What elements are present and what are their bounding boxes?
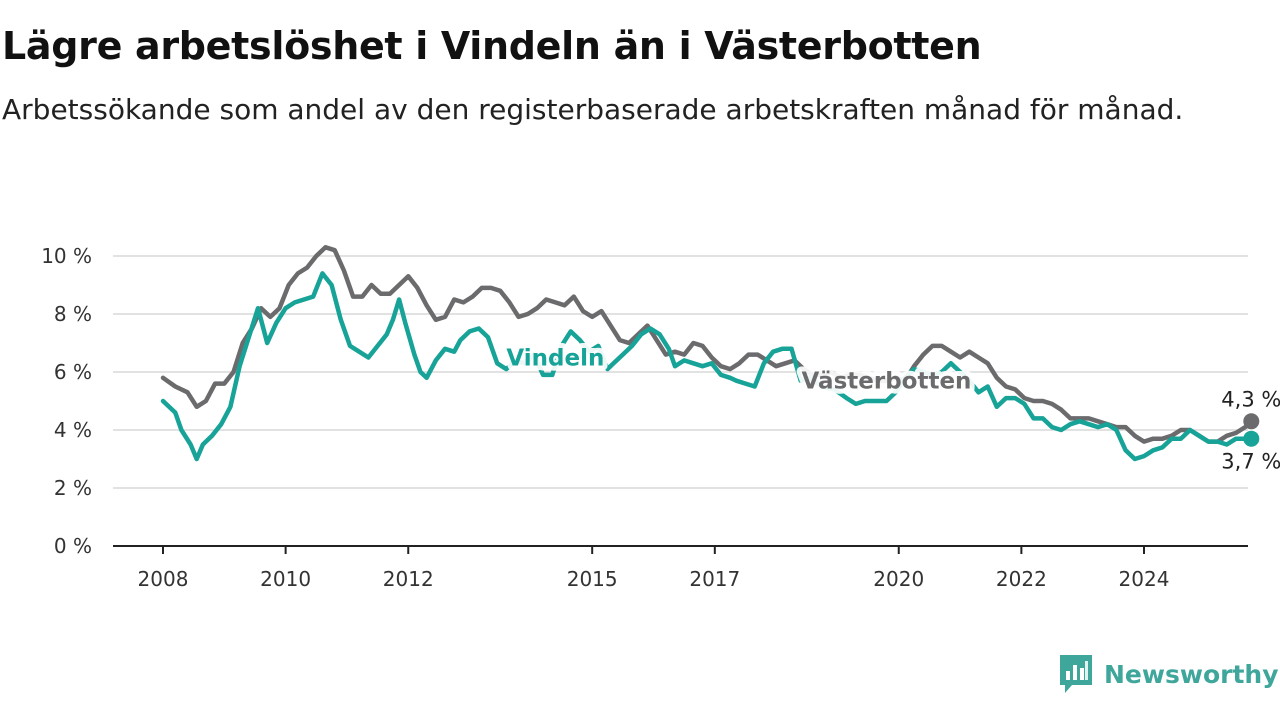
y-tick-label: 2 % [54,476,92,500]
y-tick-label: 0 % [54,534,92,558]
newsworthy-logo-icon [1060,655,1092,693]
x-tick-label: 2012 [383,567,434,591]
x-tick-label: 2008 [138,567,189,591]
x-tick-label: 2020 [873,567,924,591]
gridlines [113,255,1248,547]
x-axis-ticks: 2008 2010 2012 2015 2017 2020 2022 2024 [138,546,1170,591]
series-line-vsterbotten [160,245,1254,444]
series-label-vindeln: Vindeln [506,346,604,372]
series-label-vsterbotten: Västerbotten [802,369,972,395]
series-line-vindeln [160,271,1254,462]
series-label-halo: Västerbotten [802,369,972,395]
newsworthy-logo[interactable]: Newsworthy [1058,652,1279,696]
end-marker-vsterbotten [1243,413,1260,430]
line-chart: 0 % 2 % 4 % 6 % 8 % 10 % 2008 2010 2012 2015 2017… [41,244,1280,591]
y-tick-label: 4 % [54,418,92,442]
y-tick-label: 6 % [54,360,92,384]
x-tick-label: 2017 [689,567,740,591]
y-tick-label: 8 % [54,302,92,326]
x-tick-label: 2010 [260,567,311,591]
end-label-vsterbotten: 4,3 % [1221,387,1280,411]
x-tick-label: 2022 [996,567,1047,591]
end-label-vindeln: 3,7 % [1221,450,1280,474]
chart-title: Lägre arbetslöshet i Vindeln än i Väster… [2,24,982,68]
chart-subtitle: Arbetssökande som andel av den registerb… [2,93,1184,126]
y-tick-label: 10 % [41,244,92,268]
x-tick-label: 2015 [567,567,618,591]
series-lines [160,245,1254,462]
brand-name: Newsworthy [1104,659,1279,689]
end-marker-vindeln [1243,430,1260,447]
y-axis-ticks: 0 % 2 % 4 % 6 % 8 % 10 % [41,244,92,558]
series-label-halo: Vindeln [506,346,604,372]
x-tick-label: 2024 [1119,567,1170,591]
